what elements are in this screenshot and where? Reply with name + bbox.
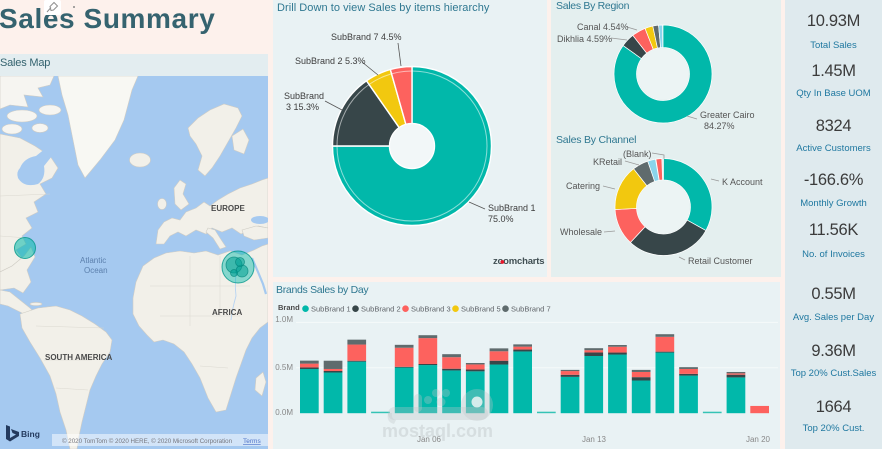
svg-text:Dikhlia 4.59%: Dikhlia 4.59%	[557, 34, 612, 44]
svg-text:84.27%: 84.27%	[704, 121, 735, 131]
svg-text:Atlantic: Atlantic	[80, 256, 106, 265]
svg-text:SubBrand 2: SubBrand 2	[361, 304, 401, 313]
svg-text:SubBrand 1: SubBrand 1	[311, 304, 351, 313]
svg-text:Greater Cairo: Greater Cairo	[700, 110, 755, 120]
svg-text:SubBrand 7 4.5%: SubBrand 7 4.5%	[331, 32, 402, 42]
svg-text:SubBrand 7: SubBrand 7	[511, 304, 551, 313]
svg-text:3 15.3%: 3 15.3%	[286, 102, 319, 112]
svg-text:© 2020 TomTom © 2020 HERE, © 2: © 2020 TomTom © 2020 HERE, © 2020 Micros…	[62, 438, 233, 445]
svg-text:Wholesale: Wholesale	[560, 227, 602, 237]
svg-text:AFRICA: AFRICA	[212, 308, 242, 317]
svg-text:SubBrand: SubBrand	[284, 91, 324, 101]
svg-text:KRetail: KRetail	[593, 157, 622, 167]
svg-text:75.0%: 75.0%	[488, 214, 514, 224]
svg-text:(Blank): (Blank)	[623, 149, 652, 159]
svg-text:Canal 4.54%: Canal 4.54%	[577, 22, 629, 32]
svg-text:Catering: Catering	[566, 181, 600, 191]
svg-text:EUROPE: EUROPE	[211, 204, 245, 213]
svg-text:Terms: Terms	[243, 438, 261, 445]
svg-text:Bing: Bing	[21, 429, 40, 439]
svg-text:SubBrand 5: SubBrand 5	[461, 304, 501, 313]
svg-text:Ocean: Ocean	[84, 266, 108, 275]
svg-text:SubBrand 3: SubBrand 3	[411, 304, 451, 313]
svg-text:K Account: K Account	[722, 177, 763, 187]
svg-text:Retail Customer: Retail Customer	[688, 256, 753, 266]
svg-text:SubBrand 1: SubBrand 1	[488, 203, 536, 213]
svg-text:SubBrand 2 5.3%: SubBrand 2 5.3%	[295, 56, 366, 66]
svg-text:zoomcharts: zoomcharts	[493, 256, 544, 267]
svg-text:SOUTH AMERICA: SOUTH AMERICA	[45, 353, 112, 362]
